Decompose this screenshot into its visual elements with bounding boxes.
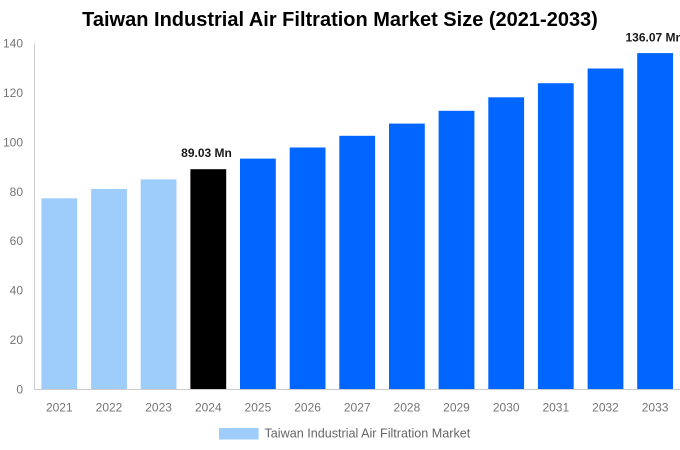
svg-text:2024: 2024 bbox=[195, 401, 222, 415]
svg-text:120: 120 bbox=[3, 86, 23, 100]
svg-text:Taiwan Industrial Air Filtrati: Taiwan Industrial Air Filtration Market bbox=[265, 427, 471, 441]
svg-text:2025: 2025 bbox=[245, 401, 272, 415]
svg-text:2021: 2021 bbox=[46, 401, 73, 415]
svg-text:2023: 2023 bbox=[145, 401, 172, 415]
svg-text:2022: 2022 bbox=[96, 401, 123, 415]
svg-text:100: 100 bbox=[3, 135, 23, 149]
svg-text:2032: 2032 bbox=[592, 401, 619, 415]
svg-text:2031: 2031 bbox=[542, 401, 569, 415]
svg-text:40: 40 bbox=[10, 284, 24, 298]
svg-text:20: 20 bbox=[10, 333, 24, 347]
svg-text:2033: 2033 bbox=[642, 401, 669, 415]
svg-text:136.07 Mn: 136.07 Mn bbox=[626, 31, 680, 45]
svg-text:2029: 2029 bbox=[443, 401, 470, 415]
svg-text:60: 60 bbox=[10, 234, 24, 248]
svg-text:2030: 2030 bbox=[493, 401, 520, 415]
svg-text:80: 80 bbox=[10, 185, 24, 199]
svg-text:89.03 Mn: 89.03 Mn bbox=[181, 146, 232, 160]
svg-text:Taiwan Industrial Air Filtrati: Taiwan Industrial Air Filtration Market … bbox=[82, 9, 598, 31]
svg-text:2027: 2027 bbox=[344, 401, 371, 415]
svg-text:140: 140 bbox=[3, 37, 23, 51]
svg-text:2026: 2026 bbox=[294, 401, 321, 415]
svg-text:2028: 2028 bbox=[394, 401, 421, 415]
svg-text:0: 0 bbox=[16, 382, 23, 396]
